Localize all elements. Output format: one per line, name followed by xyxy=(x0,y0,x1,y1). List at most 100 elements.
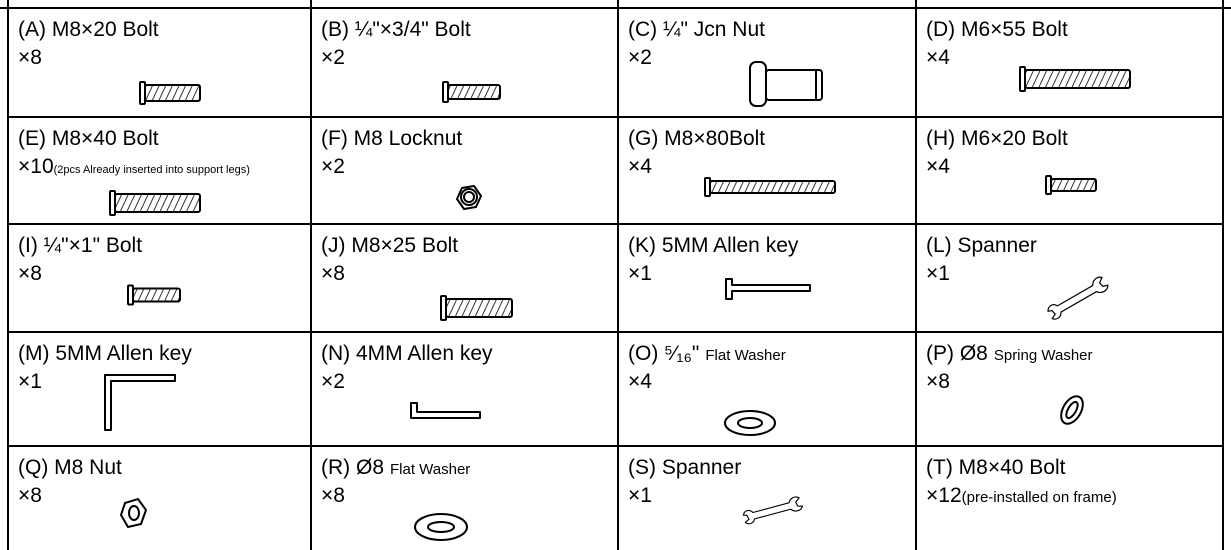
bolt-shaft xyxy=(114,193,201,213)
label-text: (B) ¼"×3/4" Bolt xyxy=(321,18,471,41)
label-note: Spring Washer xyxy=(994,347,1093,364)
part-label: (H) M6×20 Bolt xyxy=(926,127,1068,150)
quantity: ×10(2pcs Already inserted into support l… xyxy=(18,155,250,178)
spanner xyxy=(742,496,804,525)
qty-text: ×4 xyxy=(926,155,950,178)
quantity: ×12(pre-installed on frame) xyxy=(926,484,1117,507)
qty-text: ×8 xyxy=(18,262,42,285)
label-note: Flat Washer xyxy=(390,461,470,478)
qty-text: ×2 xyxy=(321,46,345,69)
qty-text: ×8 xyxy=(321,262,345,285)
quantity: ×2 xyxy=(321,155,345,178)
qty-note: (2pcs Already inserted into support legs… xyxy=(54,164,250,176)
part-label: (I) ¼"×1" Bolt xyxy=(18,234,142,257)
allen-key xyxy=(410,402,481,419)
part-label: (Q) M8 Nut xyxy=(18,456,122,479)
quantity: ×1 xyxy=(628,262,652,285)
qty-text: ×1 xyxy=(628,262,652,285)
qty-text: ×1 xyxy=(18,370,42,393)
quantity: ×8 xyxy=(321,262,345,285)
label-text: (G) M8×80Bolt xyxy=(628,127,765,150)
qty-text: ×2 xyxy=(321,370,345,393)
qty-text: ×10 xyxy=(18,155,54,178)
quantity: ×1 xyxy=(628,484,652,507)
quantity: ×2 xyxy=(321,370,345,393)
part-label: (B) ¼"×3/4" Bolt xyxy=(321,18,471,41)
label-text: (A) M8×20 Bolt xyxy=(18,18,159,41)
label-text: (T) M8×40 Bolt xyxy=(926,456,1066,479)
bolt-shaft xyxy=(445,298,513,318)
quantity: ×1 xyxy=(926,262,950,285)
washer xyxy=(724,410,776,436)
quantity: ×1 xyxy=(18,370,42,393)
washer-hole xyxy=(737,417,763,429)
label-text: (F) M8 Locknut xyxy=(321,127,462,150)
quantity: ×8 xyxy=(18,484,42,507)
nut-hole xyxy=(128,505,140,521)
washer xyxy=(414,513,468,541)
label-text: (E) M8×40 Bolt xyxy=(18,127,159,150)
quantity: ×4 xyxy=(628,155,652,178)
part-label: (K) 5MM Allen key xyxy=(628,234,799,257)
part-label: (J) M8×25 Bolt xyxy=(321,234,458,257)
quantity: ×2 xyxy=(628,46,652,69)
part-label: (P) Ø8 Spring Washer xyxy=(926,342,1093,365)
nut xyxy=(119,497,148,529)
allen-key xyxy=(104,374,176,431)
label-text: (P) Ø8 xyxy=(926,342,988,365)
qty-text: ×8 xyxy=(926,370,950,393)
jcn-body xyxy=(765,69,823,101)
qty-text: ×1 xyxy=(926,262,950,285)
quantity: ×4 xyxy=(926,155,950,178)
quantity: ×8 xyxy=(18,46,42,69)
part-label: (E) M8×40 Bolt xyxy=(18,127,159,150)
qty-text: ×4 xyxy=(926,46,950,69)
qty-text: ×12 xyxy=(926,484,962,507)
qty-text: ×4 xyxy=(628,370,652,393)
part-label: (A) M8×20 Bolt xyxy=(18,18,159,41)
bolt-shaft xyxy=(144,84,201,102)
label-text: (N) 4MM Allen key xyxy=(321,342,493,365)
qty-text: ×4 xyxy=(628,155,652,178)
spanner xyxy=(1047,276,1109,320)
quantity: ×2 xyxy=(321,46,345,69)
locknut-ring xyxy=(460,188,478,206)
locknut-hole xyxy=(463,191,475,203)
label-text: (R) Ø8 xyxy=(321,456,384,479)
quantity: ×8 xyxy=(18,262,42,285)
quantity: ×8 xyxy=(926,370,950,393)
label-text: (M) 5MM Allen key xyxy=(18,342,192,365)
spring-washer-hole xyxy=(1065,400,1079,420)
part-label: (R) Ø8 Flat Washer xyxy=(321,456,470,479)
bolt-shaft xyxy=(132,287,181,303)
qty-text: ×8 xyxy=(321,484,345,507)
qty-note: (pre-installed on frame) xyxy=(962,489,1117,506)
icons xyxy=(104,61,1131,541)
part-label: (C) ¼" Jcn Nut xyxy=(628,18,765,41)
quantity: ×4 xyxy=(926,46,950,69)
label-text: (L) Spanner xyxy=(926,234,1037,257)
bolt-shaft xyxy=(447,84,501,100)
part-label: (O) ⁵⁄₁₆" Flat Washer xyxy=(628,342,786,365)
label-text: (D) M6×55 Bolt xyxy=(926,18,1068,41)
qty-text: ×8 xyxy=(18,484,42,507)
bolt-shaft xyxy=(1050,178,1097,192)
qty-text: ×2 xyxy=(321,155,345,178)
label-text: (Q) M8 Nut xyxy=(18,456,122,479)
label-text: (I) ¼"×1" Bolt xyxy=(18,234,142,257)
spring-washer xyxy=(1060,395,1084,425)
bolt-shaft xyxy=(1024,69,1131,89)
locknut xyxy=(455,184,483,211)
label-text: (C) ¼" Jcn Nut xyxy=(628,18,765,41)
part-label: (D) M6×55 Bolt xyxy=(926,18,1068,41)
label-text: (H) M6×20 Bolt xyxy=(926,127,1068,150)
quantity: ×4 xyxy=(628,370,652,393)
label-text: (S) Spanner xyxy=(628,456,741,479)
part-label: (M) 5MM Allen key xyxy=(18,342,192,365)
label-text: (O) ⁵⁄₁₆" xyxy=(628,342,699,365)
quantity: ×8 xyxy=(321,484,345,507)
part-label: (T) M8×40 Bolt xyxy=(926,456,1066,479)
bolt-shaft xyxy=(709,180,836,194)
part-label: (L) Spanner xyxy=(926,234,1037,257)
label-text: (J) M8×25 Bolt xyxy=(321,234,458,257)
